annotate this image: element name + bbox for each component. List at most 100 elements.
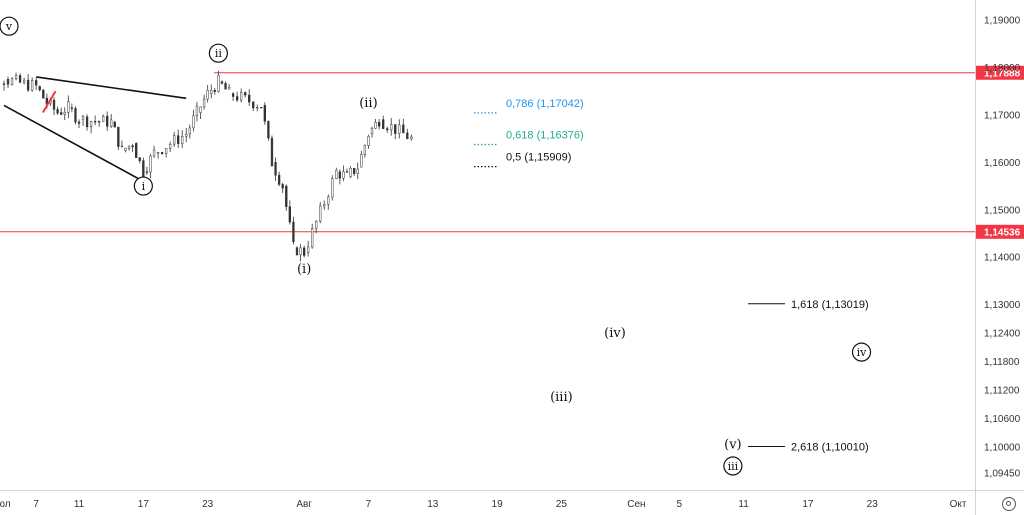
candle-body [256, 106, 259, 109]
candle-body [394, 124, 397, 134]
candle-body [356, 168, 359, 174]
candle-body [323, 204, 326, 207]
wave-label: iii [728, 460, 739, 473]
x-tick-label: юл [0, 499, 11, 510]
candle-body [6, 79, 10, 85]
candle-body [299, 247, 302, 256]
candle-body [335, 170, 338, 179]
candle-body [382, 119, 385, 129]
level-price-tag [976, 224, 1024, 239]
x-tick-label: Авг [296, 499, 312, 510]
wave-label: ii [215, 47, 223, 60]
wave-label: (v) [724, 438, 742, 453]
candle-body [74, 108, 77, 123]
candle-body [274, 162, 277, 176]
candle-body [263, 105, 266, 122]
candle-body [177, 135, 180, 144]
candle-body [30, 80, 34, 91]
price-axis[interactable]: 1,17888 1,14536 1,19000 1,18000 1,17000 1,160… [976, 16, 1024, 480]
candle-body [42, 89, 45, 99]
wave-label: v [5, 20, 13, 33]
y-tick-label: 1,14000 [984, 253, 1021, 264]
candle-body [160, 152, 164, 154]
fib-extension-label: 2,618 (1,10010) [791, 442, 869, 454]
x-tick-label: Окт [950, 499, 967, 510]
candle-body [315, 220, 318, 229]
wave-label: C [4, 0, 14, 2]
candle-body [295, 247, 299, 256]
red-swing-segment [42, 90, 57, 114]
candle-body [277, 174, 281, 185]
candle-body [217, 74, 220, 92]
candle-body [93, 121, 97, 123]
candle-body [113, 121, 116, 128]
candle-body [81, 116, 85, 120]
wave-label: iv [857, 346, 868, 359]
y-tick-label: 1,16000 [984, 158, 1021, 169]
candle-body [374, 121, 377, 129]
wedge-trendline[interactable] [3, 104, 144, 183]
y-tick-label: 1,11200 [984, 386, 1020, 397]
fib-extension-label: 1,618 (1,13019) [791, 299, 869, 311]
candle-body [319, 205, 322, 222]
wave-label: (ii) [359, 96, 377, 111]
y-tick-label: 1,17000 [984, 110, 1021, 121]
candle-body [110, 119, 113, 127]
candle-body [227, 87, 231, 90]
candle-body [60, 112, 63, 115]
candle-body [38, 86, 41, 91]
candle-body [85, 116, 89, 128]
candle-body [145, 171, 149, 173]
candle-body [292, 221, 295, 243]
candle-body [402, 124, 405, 134]
candle-body [252, 101, 255, 109]
settings-gear-icon[interactable] [1002, 497, 1016, 511]
x-tick-label: 17 [802, 499, 814, 510]
wedge-trendline[interactable] [36, 76, 187, 100]
wave-label-circle [133, 176, 153, 196]
candle-body [181, 136, 184, 144]
candle-body [338, 171, 342, 179]
candle-body [35, 80, 38, 86]
candle-body [127, 145, 131, 149]
wave-label-circle [851, 342, 872, 362]
candle-body [106, 115, 109, 127]
time-axis[interactable]: юл 7 11 17 23 Авг 7 13 19 25 Сен 5 11 17 23 Окт [0, 499, 967, 510]
x-tick-label: 23 [867, 499, 879, 510]
x-tick-label: 7 [33, 499, 39, 510]
plot-area[interactable]: 0,786 (1,17042) 0,618 (1,16376) 0,5 (1,159… [0, 0, 975, 476]
y-tick-label: 1,18000 [984, 63, 1021, 74]
x-tick-label: 19 [492, 499, 504, 510]
x-tick-label: 25 [556, 499, 568, 510]
candle-body [131, 145, 134, 148]
candle-body [199, 106, 202, 113]
candle-body [367, 136, 370, 146]
candle-body [231, 93, 235, 97]
candle-body [240, 92, 243, 101]
candle-body [244, 92, 247, 96]
fib-level-label: 0,786 (1,17042) [506, 98, 584, 110]
candle-body [390, 124, 393, 131]
candle-body [2, 83, 6, 85]
candle-body [378, 121, 381, 127]
level-price-tag-text: 1,14536 [984, 227, 1021, 238]
candle-body [22, 79, 26, 83]
candle-body [192, 115, 195, 129]
x-tick-label: 5 [677, 499, 683, 510]
candle-body [156, 152, 160, 154]
candle-body [173, 135, 176, 145]
candle-body [224, 83, 227, 90]
wave-label: i [142, 180, 146, 193]
candle-body [342, 171, 345, 179]
candle-body [331, 178, 334, 198]
level-price-tag-text: 1,17888 [984, 68, 1021, 79]
candle-body [410, 136, 413, 140]
candle-body [89, 121, 93, 128]
candle-body [360, 154, 363, 168]
candle-body [270, 137, 274, 167]
candle-body [168, 143, 172, 149]
candle-body [235, 96, 239, 101]
candle-body [260, 106, 263, 109]
candle-body [152, 149, 156, 157]
